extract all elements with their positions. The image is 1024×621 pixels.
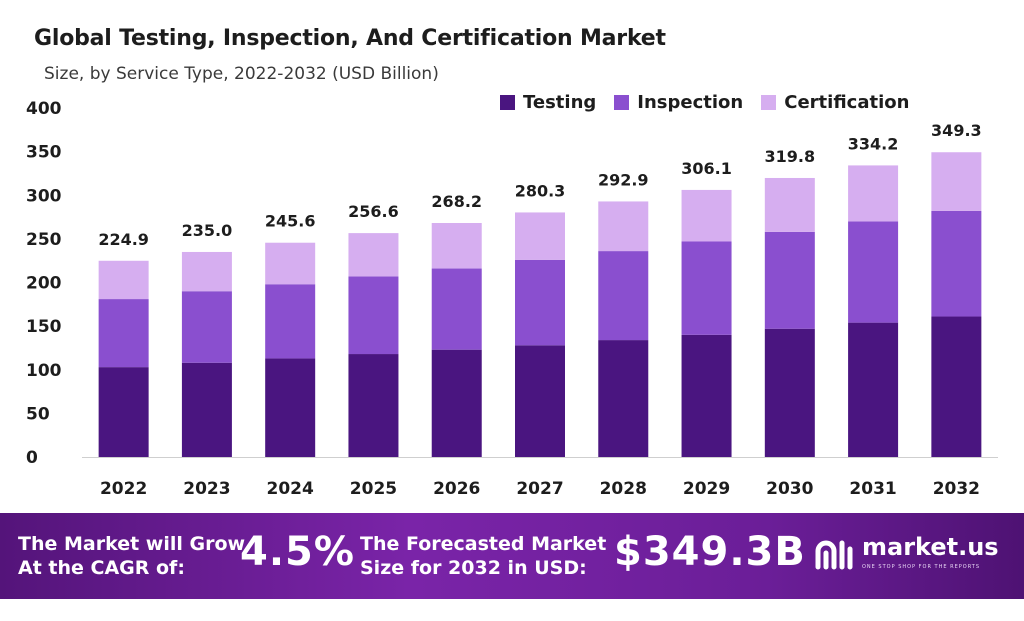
bar-certification-2028 — [598, 201, 649, 252]
bar-certification-2029 — [681, 189, 732, 242]
x-tick-label-2032: 2032 — [933, 479, 980, 499]
bar-certification-2025 — [348, 233, 399, 277]
x-tick-label-2028: 2028 — [600, 479, 647, 499]
bar-inspection-2025 — [348, 276, 399, 355]
bar-certification-2032 — [931, 152, 982, 211]
bar-testing-2027 — [515, 345, 565, 457]
y-tick-label: 50 — [26, 404, 50, 424]
legend-item-testing: Testing — [500, 92, 596, 113]
bar-inspection-2028 — [598, 251, 649, 341]
y-tick-label: 0 — [26, 448, 38, 468]
bar-inspection-2023 — [181, 291, 232, 363]
y-tick-label: 350 — [26, 143, 62, 163]
bar-certification-2024 — [265, 242, 316, 285]
legend-label-certification: Certification — [784, 92, 910, 113]
bar-testing-2029 — [681, 334, 732, 457]
bar-certification-2030 — [764, 177, 815, 232]
total-label-2023: 235.0 — [182, 221, 233, 240]
market-us-logo-icon — [815, 540, 853, 570]
brand-name: market.us — [862, 533, 999, 561]
bar-certification-2026 — [431, 222, 482, 269]
legend-item-inspection: Inspection — [614, 92, 743, 113]
x-tick-label-2026: 2026 — [433, 479, 480, 499]
bar-inspection-2030 — [764, 231, 815, 329]
chart-title: Global Testing, Inspection, And Certific… — [34, 26, 666, 51]
bar-testing-2032 — [931, 316, 982, 457]
bar-testing-2024 — [265, 358, 316, 457]
bar-testing-2026 — [431, 349, 482, 457]
bar-inspection-2031 — [848, 221, 899, 323]
bar-certification-2023 — [181, 251, 232, 292]
y-tick-label: 250 — [26, 230, 62, 250]
bar-certification-2022 — [98, 260, 149, 300]
stacked-bar-chart: 0 50 100 150 200 250 300 350 400 224.9 2022 235.0 20… — [26, 99, 998, 499]
legend-swatch-certification — [761, 95, 777, 110]
bar-testing-2025 — [348, 354, 399, 457]
x-tick-label-2030: 2030 — [766, 479, 813, 499]
legend-swatch-inspection — [614, 95, 630, 110]
bar-certification-2027 — [515, 212, 565, 260]
brand-tagline: ONE STOP SHOP FOR THE REPORTS — [862, 564, 981, 570]
cagr-label-line1: The Market will Grow — [18, 533, 246, 555]
total-label-2022: 224.9 — [98, 230, 149, 249]
y-tick-label: 150 — [26, 317, 62, 337]
legend-swatch-testing — [500, 95, 515, 110]
legend-label-testing: Testing — [523, 92, 597, 113]
x-tick-label-2024: 2024 — [267, 479, 314, 499]
total-label-2028: 292.9 — [598, 170, 649, 189]
bar-testing-2030 — [764, 328, 815, 457]
legend-item-certification: Certification — [761, 92, 909, 113]
total-label-2032: 349.3 — [931, 121, 982, 140]
bar-inspection-2029 — [681, 241, 732, 335]
x-tick-label-2027: 2027 — [516, 479, 563, 499]
summary-banner: The Market will Grow At the CAGR of: 4.5… — [0, 513, 1024, 599]
total-label-2025: 256.6 — [348, 202, 399, 221]
x-tick-label-2022: 2022 — [100, 479, 147, 499]
x-tick-label-2025: 2025 — [350, 479, 397, 499]
y-tick-label: 100 — [26, 361, 62, 381]
y-tick-label: 300 — [26, 186, 62, 206]
forecast-label: The Forecasted Market Size for 2032 in U… — [360, 532, 606, 580]
cagr-value: 4.5% — [240, 529, 355, 575]
forecast-value: $349.3B — [614, 529, 806, 575]
cagr-label-line2: At the CAGR of: — [18, 557, 185, 579]
total-label-2030: 319.8 — [765, 147, 816, 166]
y-tick-label: 400 — [26, 99, 62, 119]
total-label-2031: 334.2 — [848, 134, 899, 153]
legend: Testing Inspection Certification — [500, 92, 909, 113]
x-tick-label-2029: 2029 — [683, 479, 730, 499]
bar-testing-2023 — [181, 362, 232, 457]
y-tick-label: 200 — [26, 274, 62, 294]
legend-label-inspection: Inspection — [637, 92, 744, 113]
x-tick-label-2023: 2023 — [183, 479, 230, 499]
cagr-label: The Market will Grow At the CAGR of: — [18, 532, 245, 580]
total-label-2026: 268.2 — [431, 192, 482, 211]
bar-testing-2031 — [848, 322, 899, 457]
chart-subtitle: Size, by Service Type, 2022-2032 (USD Bi… — [44, 64, 439, 84]
bar-inspection-2027 — [515, 259, 565, 346]
bar-inspection-2022 — [98, 299, 149, 368]
x-tick-label-2031: 2031 — [849, 479, 896, 499]
total-label-2024: 245.6 — [265, 212, 316, 231]
bar-testing-2022 — [98, 367, 149, 457]
bar-certification-2031 — [848, 165, 899, 222]
total-label-2027: 280.3 — [515, 181, 566, 200]
bar-inspection-2024 — [265, 284, 316, 359]
total-label-2029: 306.1 — [681, 159, 732, 178]
forecast-label-line2: Size for 2032 in USD: — [360, 557, 587, 579]
forecast-label-line1: The Forecasted Market — [360, 533, 607, 555]
bar-inspection-2026 — [431, 268, 482, 350]
bar-testing-2028 — [598, 340, 649, 457]
bar-inspection-2032 — [931, 210, 982, 317]
